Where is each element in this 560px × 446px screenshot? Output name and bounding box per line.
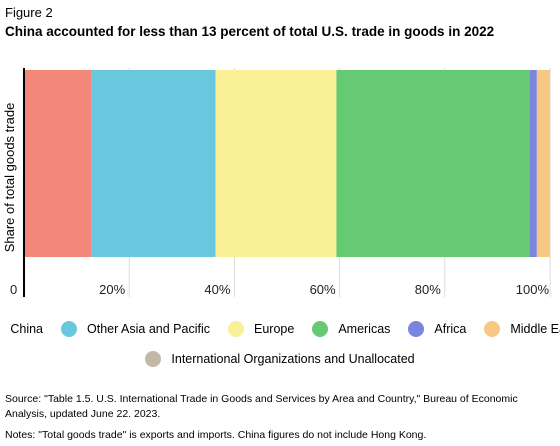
- legend-label: Other Asia and Pacific: [87, 322, 210, 336]
- bar-segment-americas: [336, 70, 531, 257]
- x-tick-label: 0: [10, 282, 17, 297]
- legend-swatch: [312, 321, 329, 337]
- bar-segment-middle-east: [536, 70, 550, 257]
- bar-segment-africa: [530, 70, 537, 257]
- legend-swatch: [408, 321, 425, 337]
- notes: Notes: "Total goods trade" is exports an…: [5, 429, 427, 441]
- legend-item-africa: Africa: [408, 321, 466, 337]
- bar-segment-europe: [215, 70, 337, 257]
- figure-label: Figure 2: [5, 5, 53, 20]
- legend-label: International Organizations and Unalloca…: [171, 352, 415, 366]
- legend-row: China Other Asia and Pacific Europe America…: [0, 314, 560, 344]
- legend-swatch: [61, 321, 78, 337]
- legend-label: Americas: [338, 322, 391, 336]
- legend: China Other Asia and Pacific Europe America…: [0, 314, 560, 374]
- x-tick-label: 40%: [204, 282, 230, 297]
- x-tick-labels: 0 20% 40% 60% 80% 100%: [10, 282, 549, 297]
- bar-segment-other-asia-and-pacific: [91, 70, 216, 257]
- x-tick-label: 80%: [415, 282, 441, 297]
- stacked-bar-chart: 0 20% 40% 60% 80% 100% Share of total goods t…: [2, 68, 551, 297]
- legend-item-europe: Europe: [228, 321, 294, 337]
- chart-title: China accounted for less than 13 percent…: [5, 24, 495, 39]
- legend-label: Middle East: [510, 322, 560, 336]
- legend-item-international-organizations-and-unallocated: International Organizations and Unalloca…: [145, 351, 415, 367]
- legend-label: China: [10, 322, 44, 336]
- legend-item-other-asia-and-pacific: Other Asia and Pacific: [61, 321, 210, 337]
- x-tick-label: 100%: [516, 282, 550, 297]
- bar-segment-china: [24, 70, 92, 257]
- legend-row: International Organizations and Unalloca…: [0, 344, 560, 374]
- legend-label: Africa: [434, 322, 467, 336]
- legend-swatch: [484, 321, 501, 337]
- legend-item-middle-east: Middle East: [484, 321, 560, 337]
- x-tick-label: 20%: [99, 282, 125, 297]
- y-axis-label: Share of total goods trade: [2, 103, 17, 253]
- bar-segments: [24, 70, 550, 257]
- legend-item-china: China: [0, 321, 43, 337]
- legend-item-americas: Americas: [312, 321, 390, 337]
- legend-label: Europe: [254, 322, 295, 336]
- footnotes: Source: "Table 1.5. U.S. International T…: [5, 392, 550, 443]
- legend-swatch: [228, 321, 244, 337]
- source-note: Source: "Table 1.5. U.S. International T…: [5, 393, 518, 420]
- legend-swatch: [145, 351, 162, 367]
- x-tick-label: 60%: [310, 282, 336, 297]
